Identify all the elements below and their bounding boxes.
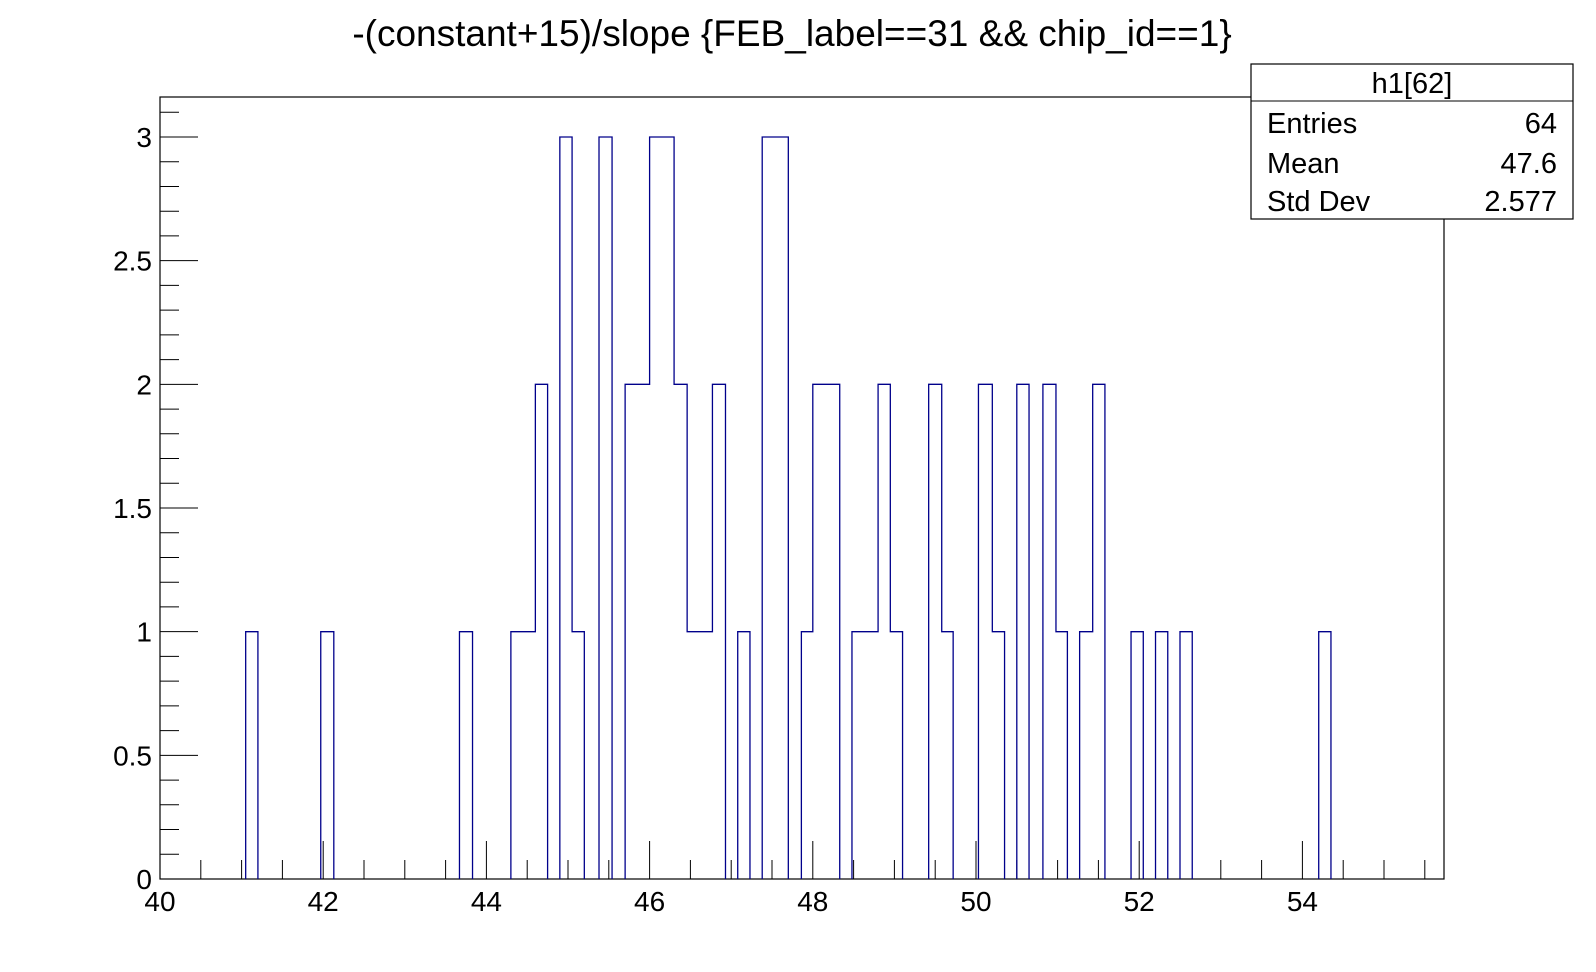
histogram-bin — [687, 632, 712, 879]
y-tick-label: 2.5 — [113, 246, 152, 277]
histogram-bin — [992, 632, 1004, 879]
histogram-bin — [1043, 384, 1056, 879]
histogram-bin — [650, 137, 674, 879]
histogram-bin — [246, 632, 258, 879]
histogram-bin — [738, 632, 750, 879]
histogram-bin — [890, 632, 902, 879]
histogram-bin — [1319, 632, 1331, 879]
histogram-bin — [1056, 632, 1067, 879]
x-tick-label: 42 — [308, 886, 339, 917]
stats-entries-value: 64 — [1525, 108, 1557, 140]
histogram-bin — [674, 384, 687, 879]
histogram-bin — [625, 384, 649, 879]
histogram-bin — [1080, 632, 1093, 879]
histogram-bin — [1131, 632, 1143, 879]
y-tick-label: 1 — [136, 617, 152, 648]
y-tick-label: 3 — [136, 122, 152, 153]
histogram-bin — [712, 384, 725, 879]
histogram-bin — [572, 632, 584, 879]
stats-box: h1[62] Entries 64 Mean 47.6 Std Dev 2.57… — [1250, 63, 1574, 220]
histogram-outline — [245, 136, 1332, 879]
histogram-bin — [459, 632, 472, 879]
y-tick-label: 1.5 — [113, 493, 152, 524]
y-axis: 0 0.5 1 1.5 2 2.5 3 — [113, 111, 198, 895]
x-tick-label: 54 — [1287, 886, 1318, 917]
histogram-bin — [511, 632, 535, 879]
histogram-bin — [1017, 384, 1029, 879]
histogram-bin — [535, 384, 547, 879]
stats-stddev-value: 2.577 — [1484, 186, 1557, 218]
histogram-bin — [1156, 632, 1168, 879]
x-tick-label: 46 — [634, 886, 665, 917]
histogram-bin — [1180, 632, 1192, 879]
histogram-bin — [852, 632, 878, 879]
histogram-bin — [878, 384, 890, 879]
histogram-bin — [599, 137, 612, 879]
stats-entries-label: Entries — [1267, 108, 1357, 140]
stats-mean-value: 47.6 — [1501, 148, 1557, 180]
histogram-bin — [801, 632, 812, 879]
x-tick-label: 40 — [144, 886, 175, 917]
histogram-bin — [942, 632, 953, 879]
chart-title: -(constant+15)/slope {FEB_label==31 && c… — [352, 13, 1231, 54]
histogram-bin — [560, 137, 572, 879]
stats-mean-label: Mean — [1267, 148, 1340, 180]
x-tick-label: 48 — [797, 886, 828, 917]
x-tick-label: 44 — [471, 886, 502, 917]
y-tick-label: 2 — [136, 369, 152, 400]
x-axis: 40 42 44 46 48 50 52 54 — [144, 841, 1426, 917]
histogram-bin — [762, 137, 788, 879]
histogram-bin — [1093, 384, 1105, 879]
histogram-bin — [929, 384, 942, 879]
stats-stddev-label: Std Dev — [1267, 186, 1371, 218]
x-tick-label: 50 — [960, 886, 991, 917]
stats-box-frame — [1250, 63, 1574, 220]
histogram-bin — [813, 384, 840, 879]
stats-box-title: h1[62] — [1372, 68, 1453, 100]
x-tick-label: 52 — [1124, 886, 1155, 917]
y-tick-label: 0 — [136, 864, 152, 895]
y-tick-label: 0.5 — [113, 740, 152, 771]
histogram-bin — [978, 384, 992, 879]
